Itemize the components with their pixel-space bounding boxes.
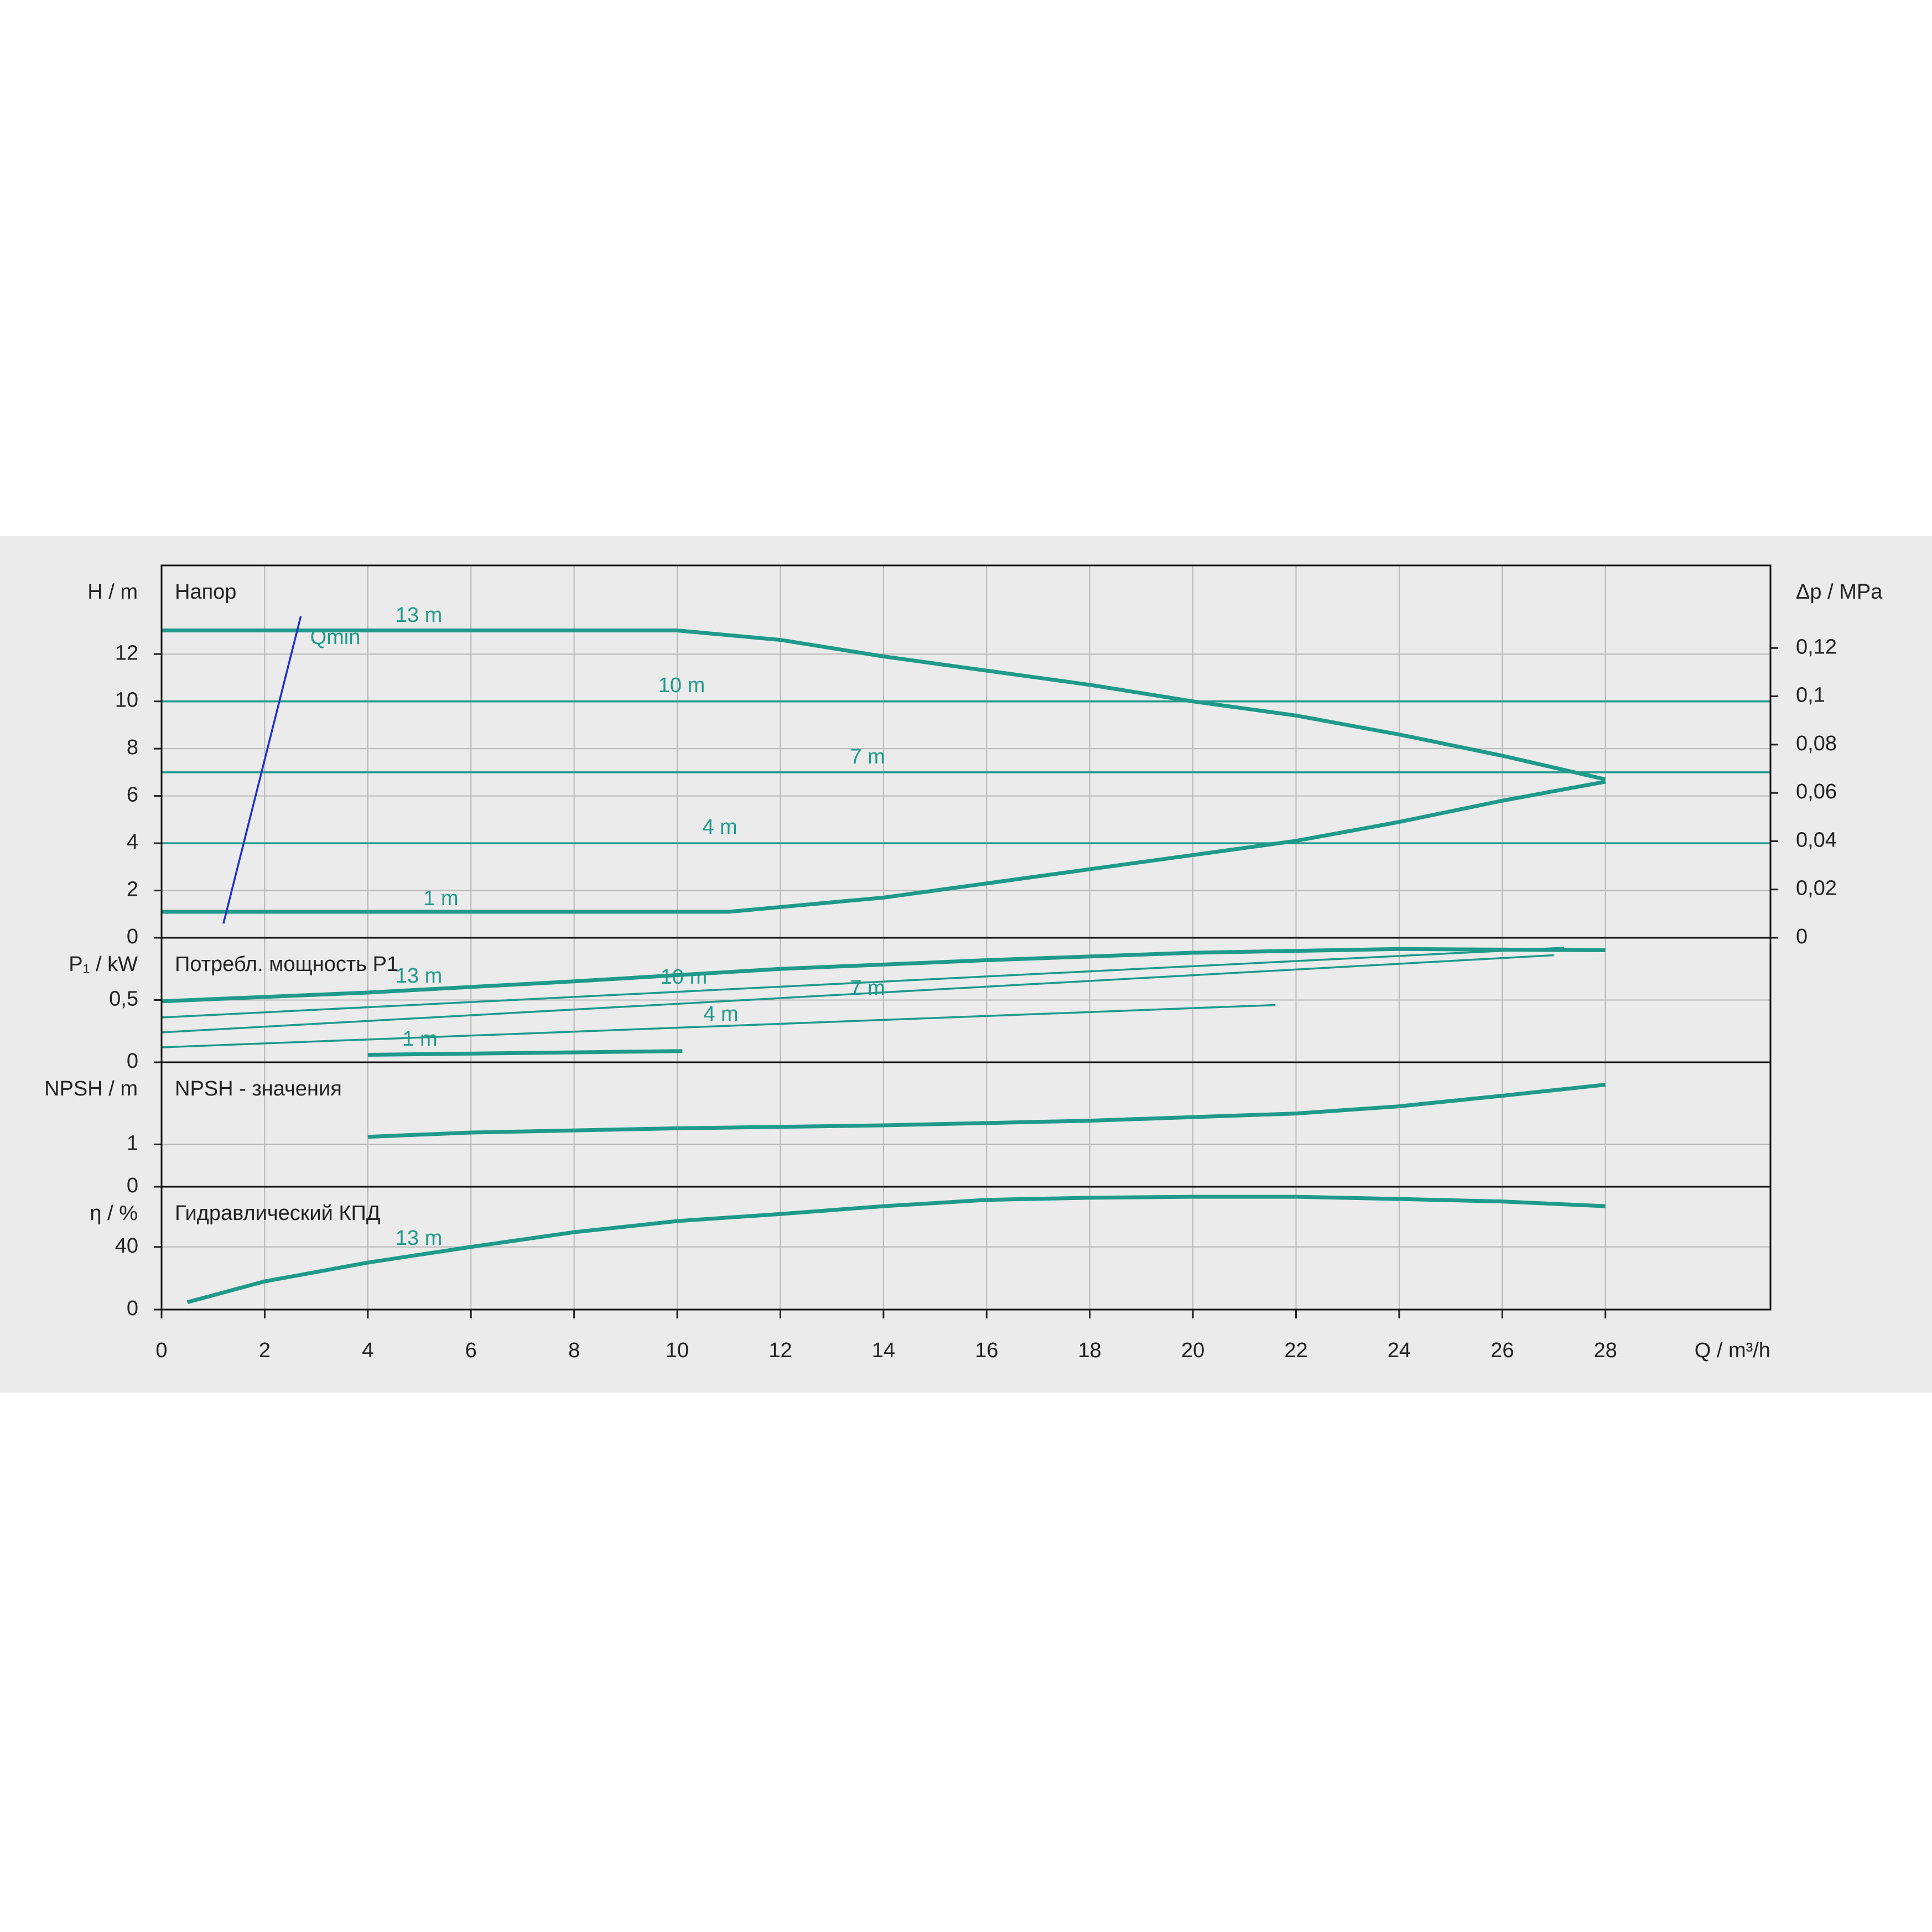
x-tick-label: 20 <box>1181 1339 1204 1362</box>
y2-tick-label: 0,04 <box>1796 828 1837 851</box>
y-tick-label: 8 <box>127 736 138 759</box>
series-label: 13 m <box>396 964 442 988</box>
y2-tick-label: 0,1 <box>1796 684 1825 707</box>
y2-tick-label: 0,02 <box>1796 877 1837 900</box>
x-tick-label: 22 <box>1284 1339 1307 1362</box>
x-tick-label: 16 <box>975 1339 998 1362</box>
y-axis-label: η / % <box>90 1202 138 1225</box>
y-tick-label: 12 <box>115 641 138 664</box>
y2-tick-label: 0 <box>1796 925 1808 948</box>
series-label: 10 m <box>658 674 705 697</box>
y2-tick-label: 0,12 <box>1796 635 1837 658</box>
x-tick-label: 2 <box>259 1339 271 1362</box>
series-label: Qmin <box>310 626 361 649</box>
x-tick-label: 6 <box>465 1339 477 1362</box>
x-tick-label: 0 <box>155 1339 167 1362</box>
x-tick-label: 24 <box>1388 1339 1411 1362</box>
y-tick-label: 0 <box>127 925 138 948</box>
y-tick-label: 1 <box>127 1132 138 1155</box>
panel-title: Гидравлический КПД <box>175 1202 381 1225</box>
series-label: 7 m <box>850 745 885 768</box>
x-tick-label: 18 <box>1078 1339 1102 1362</box>
data-line <box>162 629 1606 782</box>
series-label: 10 m <box>661 965 707 989</box>
data-line <box>186 1194 1606 1305</box>
y-tick-label: 40 <box>115 1234 138 1258</box>
data-line <box>161 947 1565 1019</box>
data-line <box>161 1004 1276 1048</box>
panel-border <box>160 1186 1772 1311</box>
y-axis-label: NPSH / m <box>44 1077 138 1100</box>
data-line <box>162 780 1606 914</box>
series-label: 7 m <box>850 977 885 1000</box>
y-tick-label: 2 <box>127 878 138 901</box>
y2-tick-label: 0,06 <box>1796 780 1837 803</box>
series-label: 13 m <box>396 1227 442 1250</box>
y-axis-label: H / m <box>87 580 138 604</box>
data-line <box>222 616 302 924</box>
y-tick-label: 0,5 <box>109 988 138 1011</box>
x-tick-label: 8 <box>568 1339 580 1362</box>
series-label: 1 m <box>402 1027 437 1051</box>
data-line <box>367 1083 1606 1139</box>
series-label: 13 m <box>396 604 442 627</box>
series-label: 4 m <box>703 1003 738 1026</box>
data-line <box>161 954 1554 1033</box>
y-tick-label: 0 <box>127 1297 138 1320</box>
data-line <box>367 1049 683 1057</box>
panel-title: NPSH - значения <box>175 1077 342 1100</box>
x-tick-label: 12 <box>768 1339 792 1362</box>
x-tick-label: 28 <box>1594 1339 1617 1362</box>
y-tick-label: 0 <box>127 1174 138 1197</box>
series-label: 4 m <box>702 816 737 839</box>
y-tick-label: 4 <box>127 830 138 854</box>
x-tick-label: 26 <box>1490 1339 1514 1362</box>
data-line <box>161 947 1606 1004</box>
x-tick-label: 4 <box>362 1339 373 1362</box>
y-tick-label: 10 <box>115 689 138 712</box>
x-tick-label: 10 <box>666 1339 689 1362</box>
panel-title: Напор <box>175 580 236 604</box>
x-axis-label: Q / m³/h <box>1695 1339 1770 1362</box>
y-tick-label: 0 <box>127 1050 138 1073</box>
panel-title: Потребл. мощность P1 <box>175 953 398 976</box>
y2-axis-label: Δp / MPa <box>1796 580 1883 604</box>
y2-tick-label: 0,08 <box>1796 732 1837 755</box>
y-tick-label: 6 <box>127 783 138 807</box>
x-tick-label: 14 <box>872 1339 895 1362</box>
y-axis-label: P₁ / kW <box>69 953 138 976</box>
series-label: 1 m <box>423 887 458 910</box>
